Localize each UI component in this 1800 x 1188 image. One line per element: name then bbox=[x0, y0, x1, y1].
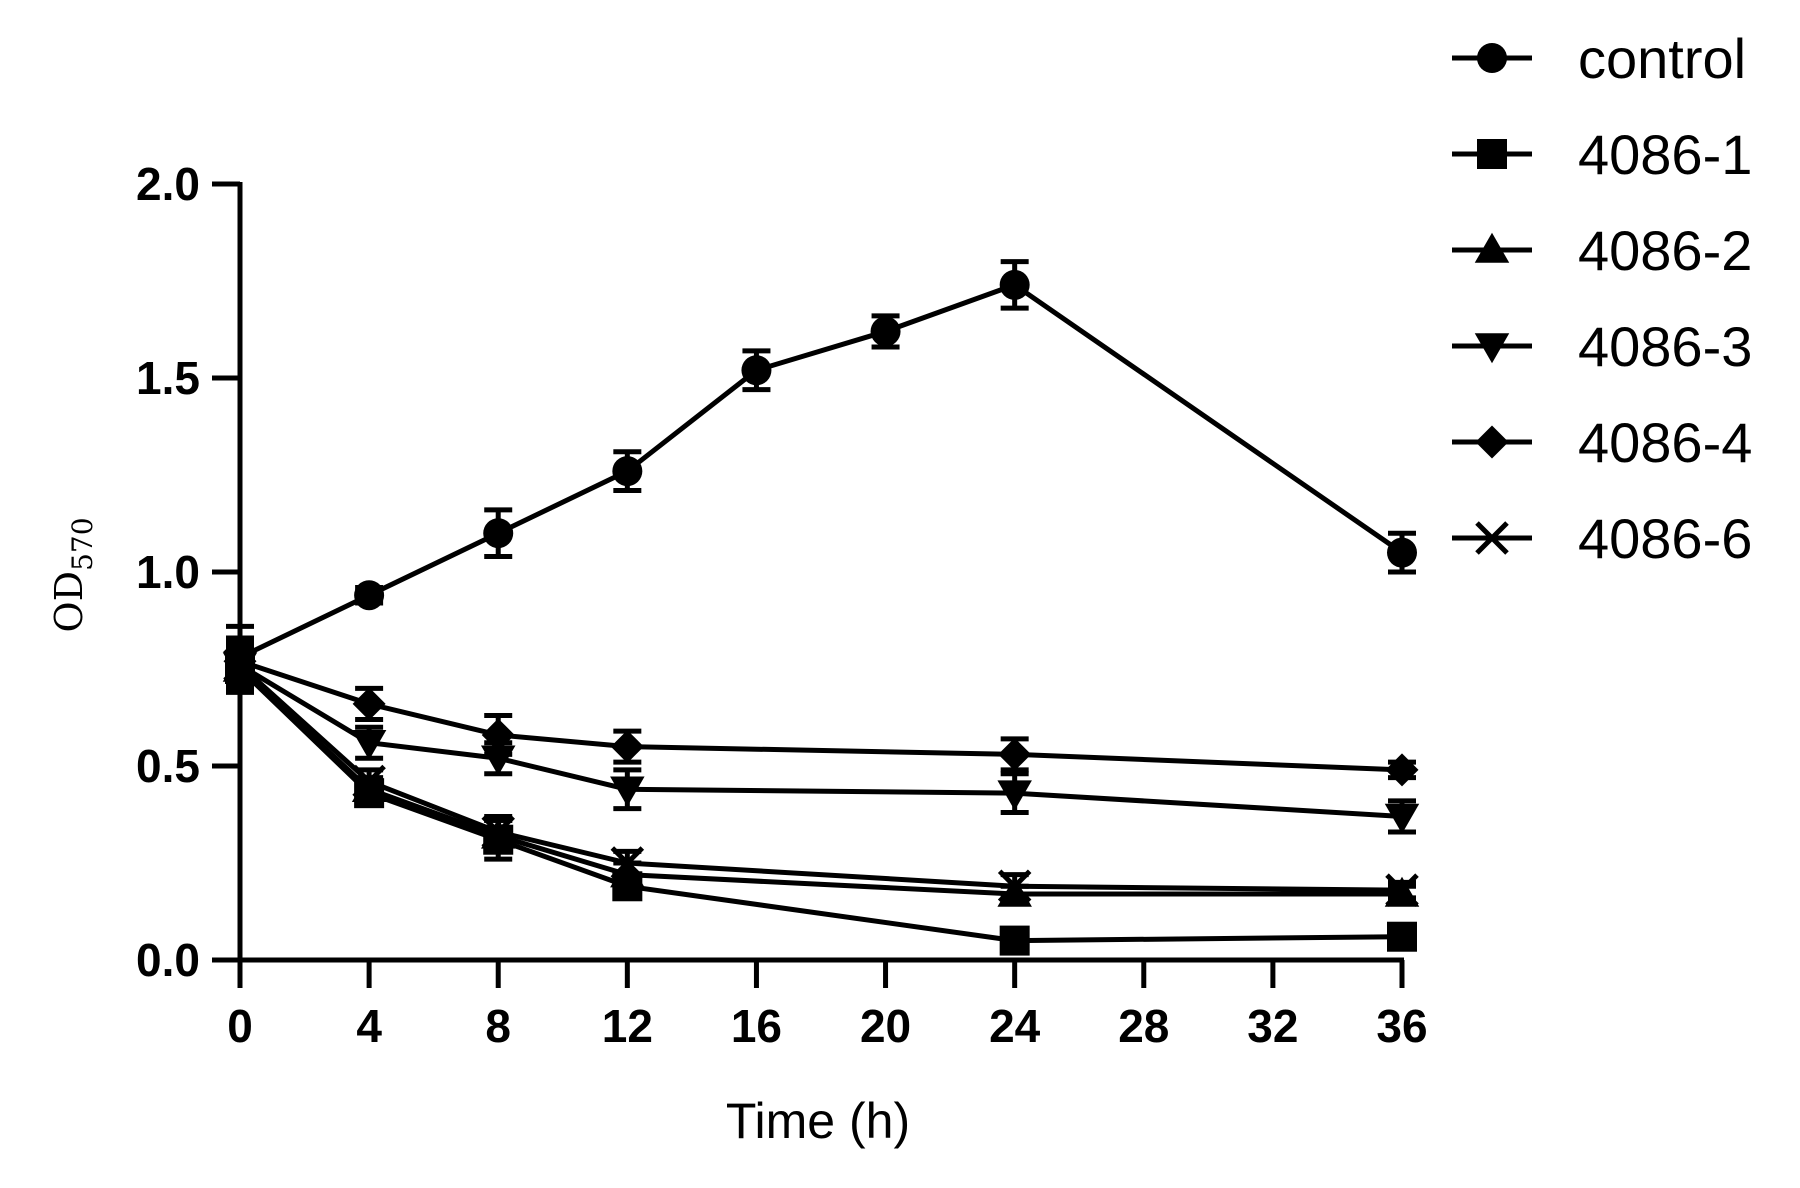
y-tick-label: 2.0 bbox=[136, 158, 200, 210]
x-tick-label: 8 bbox=[485, 1000, 511, 1052]
x-tick-label: 16 bbox=[731, 1000, 782, 1052]
data-point bbox=[481, 815, 515, 849]
data-point bbox=[741, 355, 772, 386]
y-tick-label: 0.5 bbox=[136, 740, 200, 792]
series-4086-6 bbox=[223, 643, 1419, 907]
x-tick-label: 20 bbox=[860, 1000, 911, 1052]
legend-item: 4086-3 bbox=[1452, 315, 1752, 378]
x-tick-label: 24 bbox=[989, 1000, 1041, 1052]
series-line bbox=[238, 282, 1404, 660]
legend-item: 4086-1 bbox=[1452, 123, 1752, 186]
legend-marker bbox=[1475, 425, 1509, 459]
legend-label: control bbox=[1578, 27, 1746, 90]
legend-marker bbox=[1477, 43, 1507, 73]
data-point bbox=[610, 846, 645, 880]
legend-label: 4086-6 bbox=[1578, 507, 1752, 570]
data-point bbox=[481, 718, 515, 752]
series-4086-4 bbox=[223, 639, 1419, 787]
data-point bbox=[483, 518, 514, 549]
data-point bbox=[1385, 753, 1419, 787]
x-tick-label: 12 bbox=[602, 1000, 653, 1052]
data-point bbox=[1385, 873, 1419, 907]
data-point bbox=[610, 730, 644, 764]
x-tick-label: 4 bbox=[356, 1000, 382, 1052]
legend-marker bbox=[1475, 521, 1509, 555]
series-line bbox=[238, 663, 1403, 893]
data-point bbox=[1387, 921, 1417, 952]
data-point bbox=[870, 316, 901, 347]
data-point bbox=[997, 780, 1032, 811]
data-point bbox=[352, 764, 386, 799]
legend-marker bbox=[1477, 139, 1507, 169]
legend: control 4086-1 4086-2 4086-3 4086-4 4086-6 bbox=[1452, 27, 1752, 570]
legend-item: 4086-6 bbox=[1452, 507, 1752, 570]
legend-label: 4086-2 bbox=[1578, 219, 1752, 282]
data-point bbox=[998, 737, 1032, 771]
legend-item: 4086-4 bbox=[1452, 411, 1752, 474]
data-point bbox=[999, 925, 1030, 956]
y-tick-label: 0.0 bbox=[136, 934, 200, 986]
legend-label: 4086-4 bbox=[1578, 411, 1752, 474]
legend-marker bbox=[1474, 232, 1510, 263]
series-line bbox=[238, 662, 1403, 819]
x-tick-label: 32 bbox=[1247, 1000, 1298, 1052]
legend-label: 4086-3 bbox=[1578, 315, 1752, 378]
axes: 0.0 0.5 1.0 1.5 2.0 0 4 8 12 16 20 24 28 32 36 bbox=[136, 158, 1428, 1052]
legend-item: 4086-2 bbox=[1452, 219, 1752, 282]
y-axis-title-main: OD bbox=[47, 571, 91, 633]
data-point bbox=[999, 269, 1030, 300]
legend-label: 4086-1 bbox=[1578, 123, 1752, 186]
x-tick-label: 28 bbox=[1118, 1000, 1169, 1052]
data-point bbox=[351, 729, 387, 760]
data-point bbox=[1387, 537, 1417, 568]
x-tick-label: 36 bbox=[1376, 1000, 1427, 1052]
y-axis-title: OD570 bbox=[47, 517, 99, 632]
series-line bbox=[238, 667, 1402, 897]
x-tick-label: 0 bbox=[227, 1000, 253, 1052]
x-axis-title: Time (h) bbox=[726, 1093, 910, 1149]
data-point bbox=[612, 456, 643, 487]
data-point bbox=[1384, 803, 1420, 834]
data-point bbox=[352, 687, 386, 721]
data-point bbox=[223, 648, 257, 682]
data-point bbox=[354, 580, 385, 611]
series-line bbox=[239, 658, 1403, 773]
y-axis-title-sub: 570 bbox=[66, 517, 99, 570]
legend-item: control bbox=[1452, 27, 1746, 90]
series-4086-2 bbox=[222, 647, 1420, 907]
data-point bbox=[997, 869, 1032, 904]
series-control bbox=[225, 259, 1417, 691]
data-point bbox=[610, 776, 645, 807]
series-layer bbox=[222, 259, 1420, 956]
y-tick-label: 1.0 bbox=[136, 546, 200, 598]
y-tick-label: 1.5 bbox=[136, 352, 200, 404]
legend-marker bbox=[1474, 333, 1510, 364]
